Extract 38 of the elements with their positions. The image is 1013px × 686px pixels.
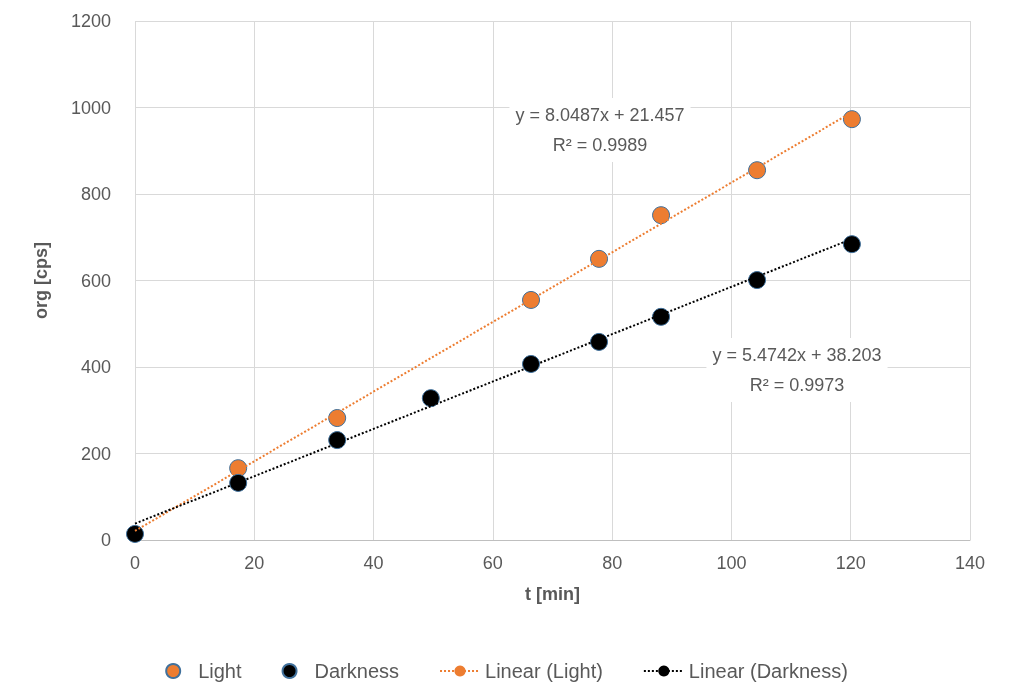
x-tick-label: 140 bbox=[954, 553, 986, 573]
x-tick-label: 40 bbox=[363, 553, 384, 573]
point bbox=[842, 110, 861, 129]
point bbox=[652, 206, 671, 225]
legend-label: Darkness bbox=[314, 660, 400, 682]
annotation: y = 8.0487x + 21.457 R² = 0.9989 bbox=[515, 105, 685, 155]
point bbox=[748, 271, 767, 290]
point bbox=[328, 431, 347, 450]
annotation: y = 5.4742x + 38.203 R² = 0.9973 bbox=[712, 345, 882, 395]
y-tick-label: 0 bbox=[100, 530, 111, 550]
y-tick-label: 1200 bbox=[70, 11, 111, 31]
y-axis-title: org [cps] bbox=[31, 241, 51, 320]
point bbox=[652, 307, 671, 326]
point bbox=[126, 524, 144, 543]
x-tick-label: 60 bbox=[482, 553, 503, 573]
point bbox=[421, 389, 440, 408]
x-tick-label: 20 bbox=[244, 553, 265, 573]
y-tick-label: 1000 bbox=[70, 97, 111, 118]
y-tick-label: 800 bbox=[80, 184, 111, 204]
legend-label: Linear (Darkness) bbox=[688, 660, 848, 682]
x-tick-label: 80 bbox=[602, 553, 623, 573]
point bbox=[842, 235, 861, 254]
point bbox=[522, 354, 541, 373]
x-tick-label: 100 bbox=[716, 553, 747, 573]
point bbox=[590, 332, 609, 351]
x-tick-label: 120 bbox=[835, 553, 866, 573]
x-tick-label: 0 bbox=[129, 553, 141, 573]
point bbox=[229, 473, 248, 492]
point bbox=[748, 161, 767, 180]
point bbox=[328, 409, 347, 428]
x-axis-title: t [min] bbox=[525, 584, 580, 604]
y-tick-label: 200 bbox=[80, 443, 111, 464]
y-tick-label: 600 bbox=[80, 270, 111, 291]
legend-label: Light bbox=[198, 660, 242, 682]
legend-label: Linear (Light) bbox=[485, 660, 603, 682]
y-tick-label: 400 bbox=[80, 357, 111, 377]
point bbox=[590, 249, 609, 268]
point bbox=[522, 290, 541, 309]
